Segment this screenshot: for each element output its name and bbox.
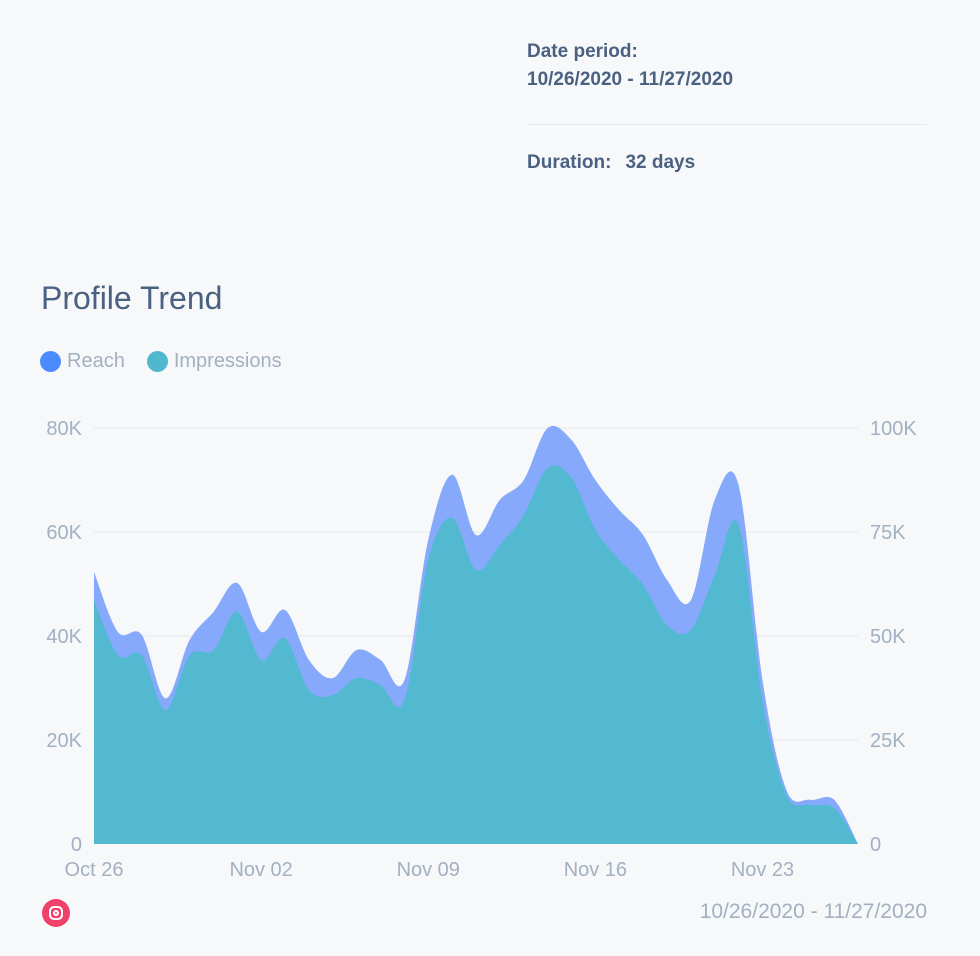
y-right-tick-label: 75K [870, 522, 906, 544]
legend-item-reach[interactable]: Reach [40, 350, 125, 373]
chart-title: Profile Trend [41, 280, 223, 316]
legend-label: Impressions [173, 350, 282, 372]
legend-label: Reach [67, 350, 125, 372]
x-tick-label: Oct 26 [65, 859, 124, 881]
date-period: Date period: 10/26/2020 - 11/27/2020 [527, 38, 927, 94]
x-tick-label: Nov 09 [397, 859, 460, 881]
impressions-dot-icon [146, 351, 168, 372]
footer-date-range: 10/26/2020 - 11/27/2020 [699, 900, 927, 923]
reach-dot-icon [40, 351, 61, 372]
area-impressions [94, 465, 858, 844]
y-left-tick-label: 80K [46, 418, 82, 440]
y-right-tick-label: 25K [870, 730, 906, 752]
legend-item-impressions[interactable]: Impressions [146, 350, 282, 373]
instagram-icon [42, 899, 70, 927]
x-tick-label: Nov 23 [731, 859, 794, 881]
duration-label: Duration: [527, 152, 612, 173]
divider [527, 124, 927, 125]
chart-legend: Reach Impressions [40, 350, 282, 373]
y-left-tick-label: 20K [46, 730, 82, 752]
y-left-tick-label: 0 [71, 834, 82, 856]
date-period-label: Date period: [527, 41, 638, 62]
duration: Duration: 32 days [527, 152, 695, 174]
y-right-tick-label: 0 [870, 834, 881, 856]
x-tick-label: Nov 16 [564, 859, 627, 881]
date-period-value: 10/26/2020 - 11/27/2020 [527, 69, 734, 90]
y-right-tick-label: 50K [870, 626, 906, 648]
y-right-tick-label: 100K [870, 418, 917, 440]
y-left-tick-label: 60K [46, 522, 82, 544]
x-tick-label: Nov 02 [229, 859, 292, 881]
y-left-tick-label: 40K [46, 626, 82, 648]
duration-value: 32 days [625, 152, 696, 173]
